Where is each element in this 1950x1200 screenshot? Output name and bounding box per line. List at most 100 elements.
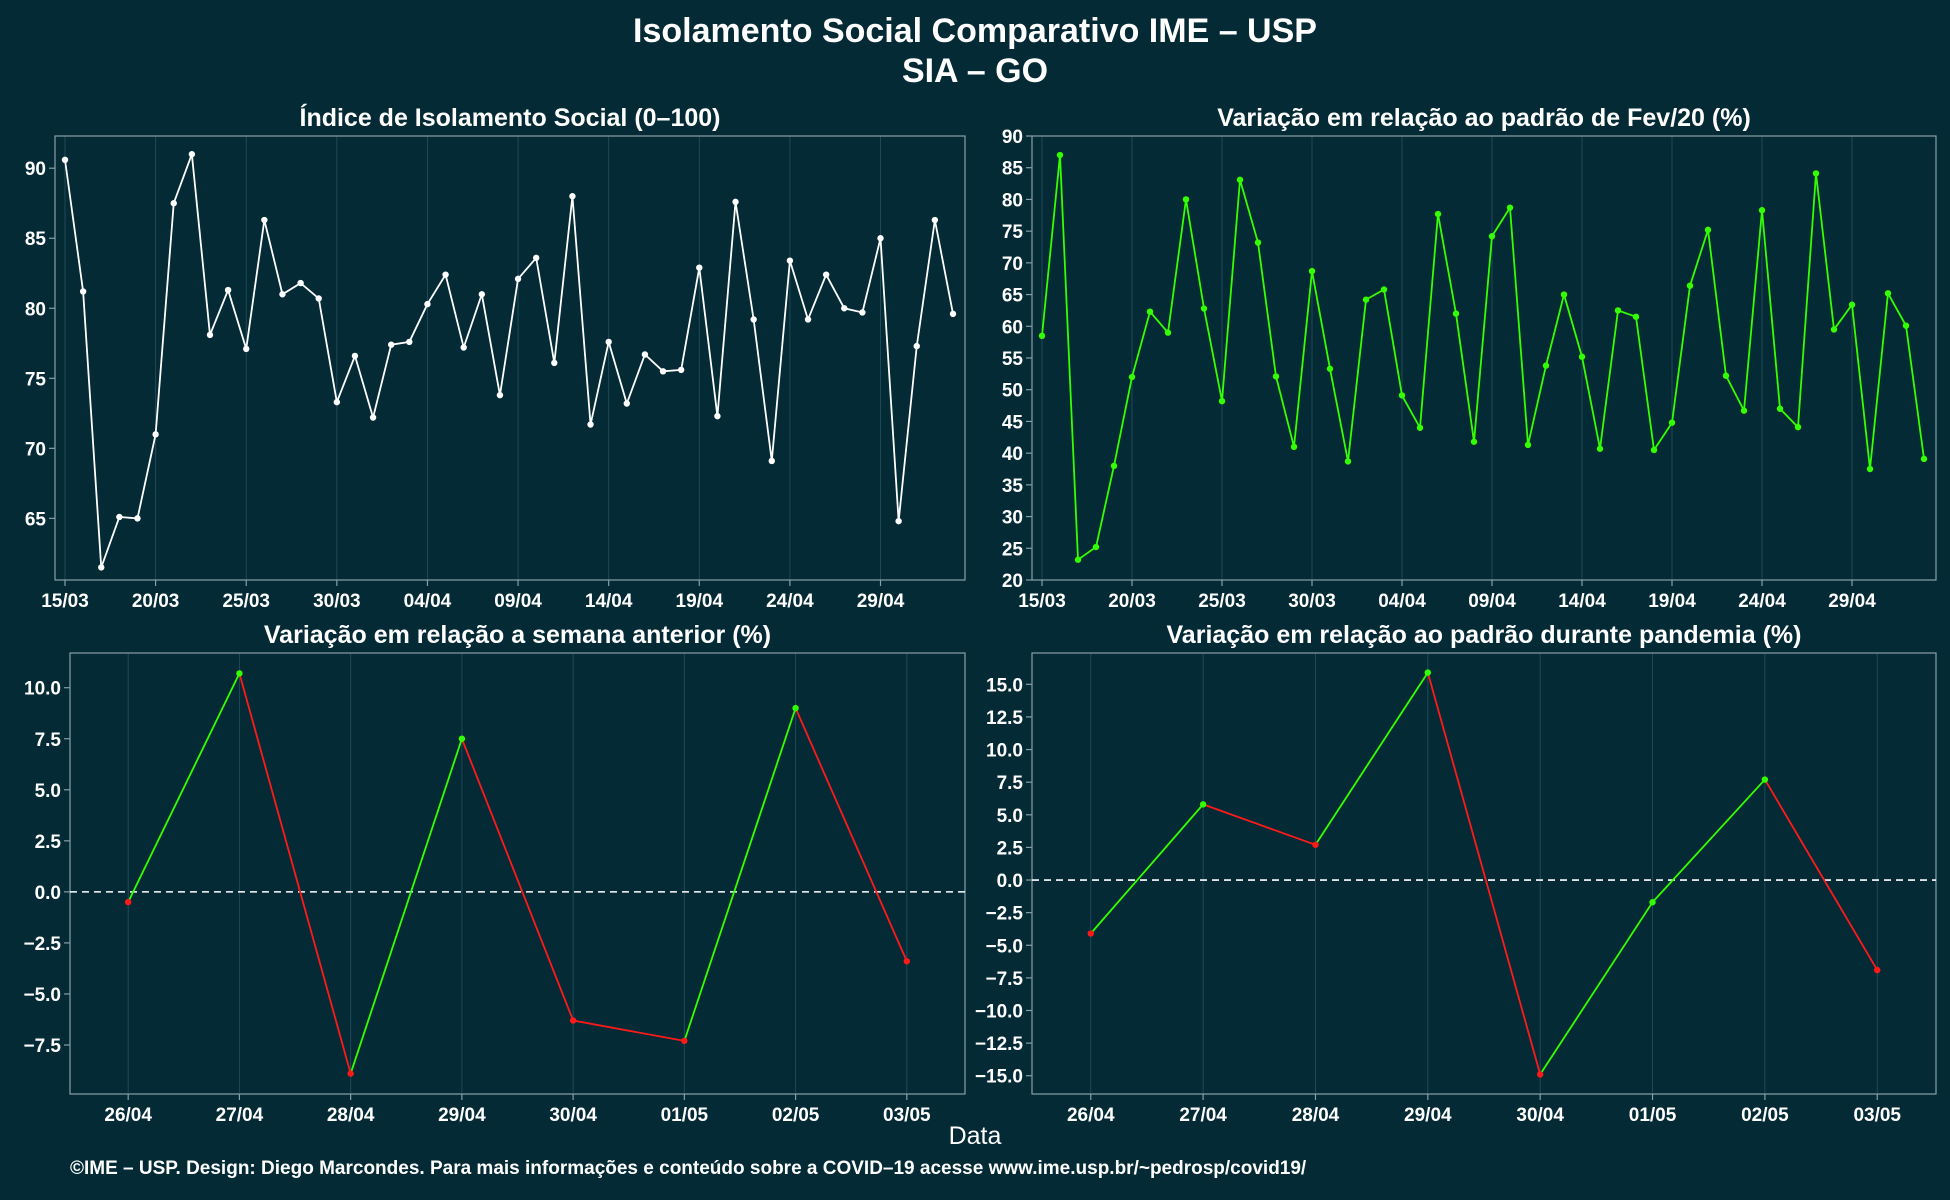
data-point [1434,210,1442,218]
data-point [134,515,141,522]
data-point [1794,423,1802,431]
y-tick-label: 90 [1002,127,1023,148]
data-point [1506,204,1514,211]
y-tick-label: 55 [1002,349,1024,370]
data-point [1308,267,1316,275]
x-tick-label: 20/03 [1108,591,1156,612]
data-point [1416,424,1424,431]
y-tick-label: 2.5 [35,832,62,853]
data-point [569,1017,577,1024]
data-point [859,309,866,316]
data-point [1470,438,1478,445]
data-point [714,412,721,420]
x-tick-label: 20/03 [132,591,180,612]
panel-title: Variação em relação ao padrão durante pa… [1167,621,1802,649]
data-point [369,414,377,421]
x-tick-label: 28/04 [1292,1105,1340,1126]
data-point [1218,397,1226,405]
x-tick-label: 29/04 [857,591,905,612]
y-tick-label: 45 [1002,412,1024,433]
data-point [124,898,132,906]
y-tick-label: −7.5 [985,969,1023,990]
panel-title: Variação em relação ao padrão de Fev/20 … [1217,104,1751,132]
x-tick-label: 24/04 [766,591,814,612]
data-point [442,271,449,278]
panel-title: Variação em relação a semana anterior (%… [264,621,771,649]
segment-increase [683,707,797,1042]
segment-decrease [1426,672,1542,1075]
data-point [1056,151,1064,159]
y-tick-label: −5.0 [23,985,61,1006]
segment-increase [1651,778,1766,903]
data-point [1632,313,1640,320]
data-point [1236,176,1244,183]
chart-panel-variation-week: Variação em relação a semana anterior (%… [23,621,966,1126]
chart-panel-variation-pandemic: Variação em relação ao padrão durante pa… [975,621,1937,1126]
y-tick-label: −2.5 [985,904,1023,925]
data-point [903,958,911,965]
y-tick-label: 70 [1002,254,1023,275]
segment-decrease [794,707,908,962]
x-tick-label: 29/04 [438,1105,486,1126]
data-point [79,288,87,295]
data-point [478,291,486,298]
y-tick-label: −7.5 [23,1036,61,1057]
x-tick-label: 29/04 [1404,1105,1452,1126]
y-tick-label: 7.5 [35,730,62,751]
data-point [351,352,359,360]
data-point [1761,776,1769,783]
y-tick-label: 0.0 [35,883,61,904]
segment-increase [127,673,241,903]
y-tick-label: 75 [25,369,47,390]
data-point [1488,233,1496,240]
data-point [1344,458,1352,465]
data-point [768,457,775,465]
data-point [458,735,466,742]
shared-x-axis-label: Data [948,1122,1002,1150]
data-point [236,670,243,677]
data-point [1776,405,1784,412]
data-point [1524,441,1532,449]
data-point [732,198,739,206]
data-point [1312,841,1319,848]
data-point [1740,407,1748,414]
data-point [1272,373,1280,380]
x-tick-label: 19/04 [1648,591,1696,612]
x-tick-label: 26/04 [1067,1105,1115,1126]
data-point [786,257,794,264]
segment-decrease [572,1019,685,1042]
data-point [1536,1071,1544,1078]
data-point [605,338,612,346]
data-point [188,151,196,158]
x-tick-label: 09/04 [1468,591,1516,612]
segment-increase [1314,672,1429,846]
data-point [1884,290,1892,297]
data-point [587,421,594,428]
data-point [551,359,558,367]
data-point [696,264,703,271]
y-tick-label: 15.0 [986,675,1023,696]
data-point [514,275,522,283]
x-tick-label: 29/04 [1828,591,1876,612]
y-tick-label: 0.0 [997,871,1023,892]
data-point [1560,291,1568,298]
data-point [1164,329,1172,336]
data-point [152,431,159,438]
data-point [1424,669,1432,676]
data-point [98,564,105,571]
figure-title: Isolamento Social Comparativo IME – USP [633,12,1317,50]
y-tick-label: 20 [1002,571,1023,592]
segment-decrease [238,673,352,1074]
data-point [261,216,268,224]
data-point [1380,286,1388,293]
data-point [569,193,576,200]
data-point [333,398,341,406]
data-point [1596,445,1604,452]
data-point [623,400,630,407]
data-point [677,366,685,374]
data-point [841,305,848,312]
x-tick-label: 27/04 [1179,1105,1227,1126]
data-point [279,291,286,298]
